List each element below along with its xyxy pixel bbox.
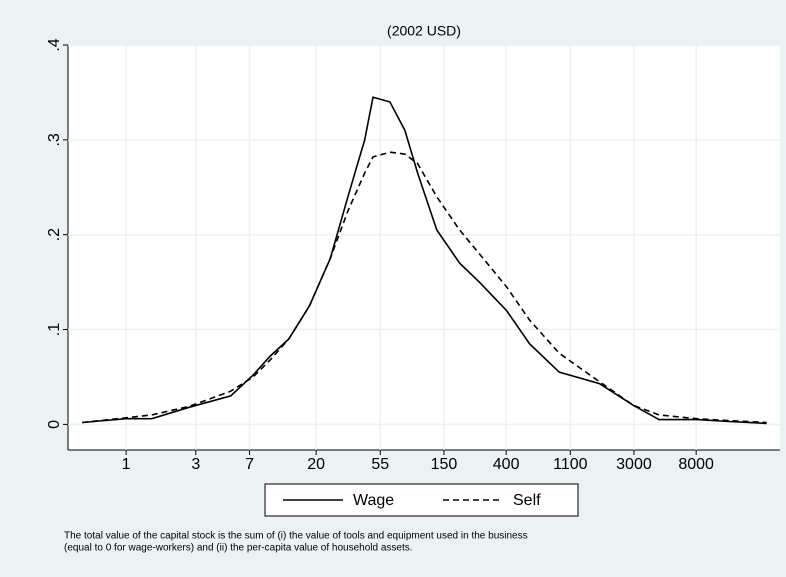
y-tick-label: .2 xyxy=(46,228,63,241)
y-tick-label: 0 xyxy=(46,420,63,429)
x-tick-label: 3000 xyxy=(616,456,652,473)
note: The total value of the capital stock is … xyxy=(64,531,528,542)
y-tick-label: .3 xyxy=(46,133,63,146)
x-tick-label: 150 xyxy=(431,456,458,473)
x-tick-label: 55 xyxy=(371,456,389,473)
x-tick-label: 1100 xyxy=(553,456,588,473)
legend-label: Wage xyxy=(353,492,394,509)
x-tick-label: 400 xyxy=(493,456,520,473)
x-tick-label: 7 xyxy=(245,456,254,473)
y-tick-label: .1 xyxy=(46,323,63,336)
y-tick-label: .4 xyxy=(46,38,63,51)
x-tick-label: 20 xyxy=(307,456,325,473)
note: (equal to 0 for wage-workers) and (ii) t… xyxy=(64,543,413,554)
x-tick-label: 3 xyxy=(191,456,200,473)
chart-title: (2002 USD) xyxy=(387,23,461,39)
x-tick-label: 1 xyxy=(122,456,131,473)
line xyxy=(82,151,767,424)
plot-area xyxy=(68,45,780,450)
legend-label: Self xyxy=(513,492,541,509)
line xyxy=(82,96,767,425)
x-tick-label: 8000 xyxy=(678,456,714,473)
